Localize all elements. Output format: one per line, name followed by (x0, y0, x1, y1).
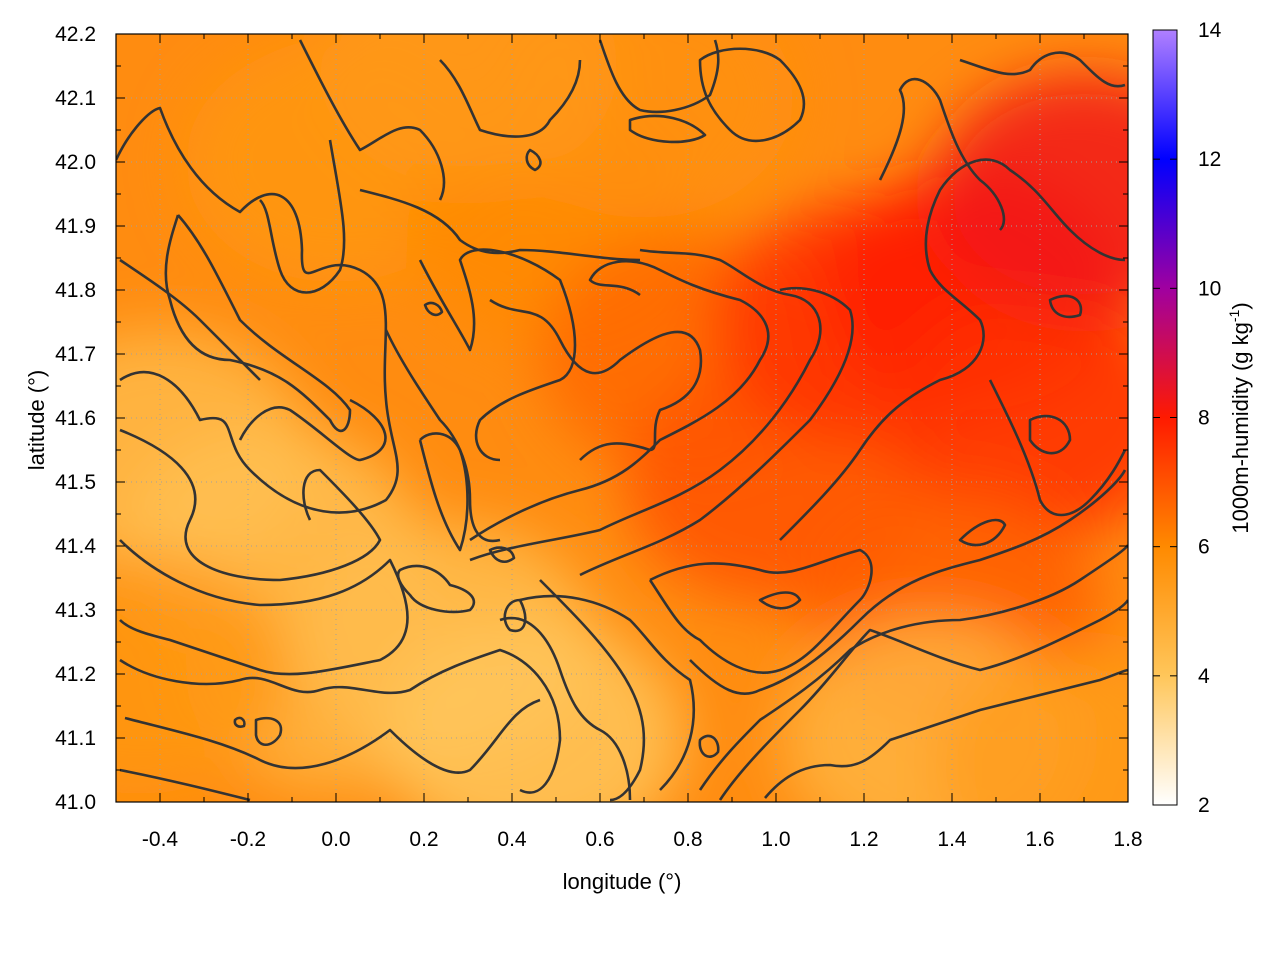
x-tick-label: -0.4 (142, 828, 179, 851)
y-tick-label: 42.0 (55, 151, 96, 174)
heatmap-field (116, 34, 1128, 802)
contour-line (758, 591, 802, 610)
x-tick-label: 0.0 (321, 828, 350, 851)
humidity-field-patch (934, 74, 1128, 314)
colorbar-title: 1000m-humidity (g kg-1) (1226, 302, 1253, 533)
contour-line (359, 188, 641, 262)
contour-line (119, 539, 409, 676)
contour-line (258, 139, 346, 294)
colorbar-tick-label: 12 (1198, 148, 1221, 171)
contour-line (396, 564, 476, 614)
contour-line (648, 548, 873, 674)
contour-line (238, 398, 387, 462)
contour-line (959, 51, 1126, 88)
y-tick-label: 42.2 (55, 23, 96, 46)
contour-line (116, 106, 399, 514)
x-tick-label: 1.4 (937, 828, 967, 851)
contour-line (298, 39, 446, 201)
colorbar-tick-label: 10 (1198, 277, 1221, 300)
y-axis-title: latitude (°) (24, 370, 49, 471)
contour-line (233, 716, 246, 728)
y-tick-label: 41.1 (55, 727, 96, 750)
colorbar-tick-label: 6 (1198, 536, 1210, 559)
contour-line (1048, 294, 1083, 319)
colorbar-tick-label: 4 (1198, 665, 1210, 688)
contour-line (119, 768, 251, 802)
y-tick-label: 41.8 (55, 279, 96, 302)
contour-line (119, 258, 261, 381)
contour-line (418, 432, 469, 552)
y-tick-label: 41.2 (55, 663, 96, 686)
y-axis-tick-labels: 41.0 41.1 41.2 41.3 41.4 41.5 41.6 41.7 41.8 41.9… (55, 23, 96, 814)
contour-line (499, 616, 632, 801)
contour-line (119, 428, 382, 582)
contour-line (384, 329, 501, 543)
contour-line (469, 259, 770, 542)
contour-line (718, 599, 1128, 801)
x-tick-label: 0.6 (585, 828, 614, 851)
x-tick-label: -0.2 (230, 828, 266, 851)
humidity-field-patch (318, 34, 618, 186)
colorbar-title-close: ) (1228, 302, 1253, 309)
contour-line (579, 286, 854, 577)
x-tick-label: 1.2 (849, 828, 878, 851)
contour-line (418, 248, 577, 462)
y-tick-label: 41.7 (55, 343, 96, 366)
y-tick-label: 41.0 (55, 791, 96, 814)
contour-line (689, 469, 1127, 695)
y-tick-label: 41.3 (55, 599, 96, 622)
x-tick-label: 0.4 (497, 828, 527, 851)
contour-line (878, 77, 1006, 231)
contour-line (164, 214, 352, 433)
contour-line (764, 668, 1128, 799)
humidity-field-patch (934, 650, 1128, 802)
x-tick-label: 0.2 (409, 828, 438, 851)
contour-line (439, 59, 582, 138)
contour-line (628, 114, 707, 144)
contour-line (503, 598, 527, 633)
contour-line (958, 518, 1007, 547)
x-tick-label: 0.8 (673, 828, 702, 851)
contour-line (698, 544, 1128, 791)
y-tick-label: 41.6 (55, 407, 96, 430)
x-axis-title: longitude (°) (563, 869, 682, 894)
contour-line (488, 546, 516, 564)
y-tick-label: 42.1 (55, 87, 96, 110)
humidity-field-blobs (116, 34, 1128, 802)
x-tick-label: 1.0 (761, 828, 790, 851)
y-tick-label: 41.5 (55, 471, 96, 494)
humidity-field-patch (384, 618, 684, 802)
contour-line (124, 698, 541, 774)
x-tick-label: 1.8 (1113, 828, 1142, 851)
colorbar-tick-label: 14 (1198, 19, 1222, 42)
humidity-contours (116, 39, 1128, 802)
contour-line (119, 648, 562, 794)
colorbar-tick-label: 2 (1198, 794, 1210, 817)
contour-line (254, 716, 283, 747)
contour-line (1028, 414, 1072, 455)
axis-ticks (115, 33, 1129, 803)
y-tick-label: 41.4 (55, 535, 96, 558)
contour-line (598, 39, 720, 114)
humidity-field-patch (116, 554, 288, 794)
contour-line (988, 379, 1127, 517)
colorbar-title-main: 1000m-humidity (g kg (1228, 322, 1253, 534)
x-tick-label: 1.6 (1025, 828, 1054, 851)
contour-line (698, 47, 806, 143)
colorbar-tick-label: 8 (1198, 407, 1210, 430)
contour-line (519, 594, 696, 791)
contour-line (779, 158, 1126, 541)
y-tick-label: 41.9 (55, 215, 96, 238)
contour-line (423, 301, 444, 317)
colorbar-ticks: 2 4 6 8 10 12 14 (1153, 19, 1222, 817)
colorbar-title-exponent: -1 (1226, 309, 1242, 322)
contour-line (469, 248, 822, 562)
colorbar: 2 4 6 8 10 12 14 1000m-humidity (g kg-1) (1152, 19, 1253, 817)
x-axis-tick-labels: -0.4 -0.2 0.0 0.2 0.4 0.6 0.8 1.0 1.2 1.4 1.6 1.8 (142, 828, 1143, 851)
contour-line (525, 148, 542, 172)
contour-line (698, 734, 720, 758)
